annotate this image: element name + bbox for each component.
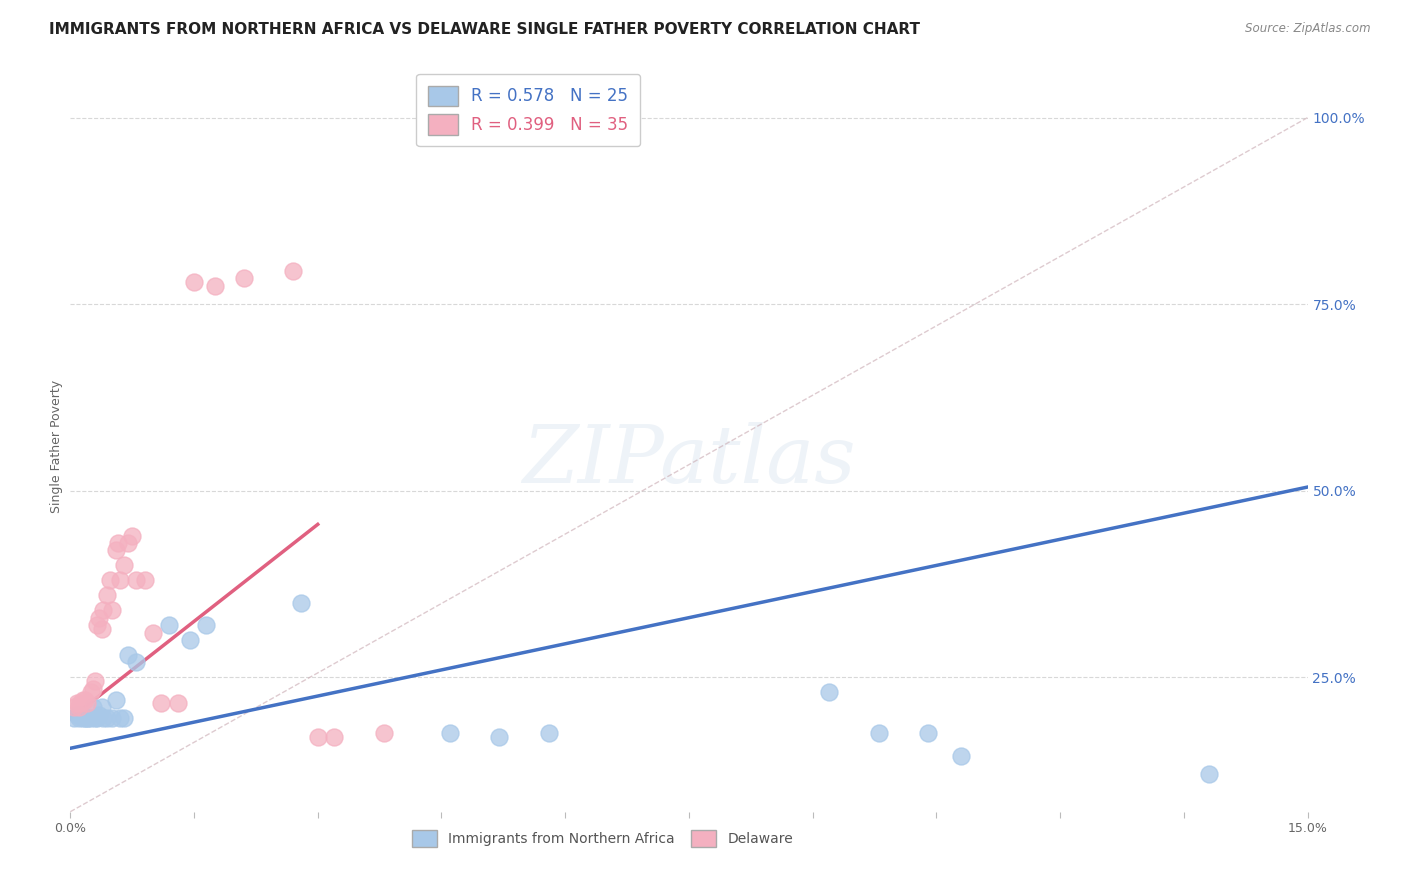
Point <box>90 700 112 714</box>
Point <box>96 711 118 725</box>
Point <box>117 536 139 550</box>
Point <box>67 711 90 725</box>
Point <box>100 711 122 725</box>
Point <box>373 726 395 740</box>
Point <box>183 275 205 289</box>
Point <box>80 711 103 725</box>
Point <box>818 685 841 699</box>
Point <box>63 711 86 725</box>
Point <box>117 648 139 662</box>
Text: IMMIGRANTS FROM NORTHERN AFRICA VS DELAWARE SINGLE FATHER POVERTY CORRELATION CH: IMMIGRANTS FROM NORTHERN AFRICA VS DELAW… <box>49 22 920 37</box>
Point <box>488 730 510 744</box>
Point <box>89 707 111 722</box>
Point <box>86 711 108 725</box>
Point <box>107 536 129 550</box>
Point <box>950 748 973 763</box>
Point <box>91 711 114 725</box>
Point <box>125 574 148 588</box>
Point <box>150 697 173 711</box>
Text: Source: ZipAtlas.com: Source: ZipAtlas.com <box>1246 22 1371 36</box>
Point <box>69 707 91 722</box>
Point <box>66 707 89 722</box>
Point <box>125 656 148 670</box>
Point <box>290 596 312 610</box>
Point <box>89 610 111 624</box>
Point <box>80 685 103 699</box>
Point <box>108 711 131 725</box>
Point <box>98 574 121 588</box>
Point <box>96 588 118 602</box>
Point <box>67 700 90 714</box>
Point <box>104 543 127 558</box>
Point <box>72 711 94 725</box>
Point <box>281 263 304 277</box>
Point <box>232 271 254 285</box>
Point <box>91 603 114 617</box>
Point <box>76 711 98 725</box>
Point <box>82 681 104 696</box>
Point <box>75 711 97 725</box>
Point <box>439 726 461 740</box>
Point <box>84 674 107 689</box>
Point <box>166 697 188 711</box>
Point <box>917 726 939 740</box>
Point <box>537 726 560 740</box>
Point <box>112 558 135 573</box>
Point <box>75 692 97 706</box>
Point <box>868 726 890 740</box>
Point <box>77 711 100 725</box>
Point <box>69 697 91 711</box>
Point <box>72 692 94 706</box>
Point <box>76 697 98 711</box>
Point <box>66 697 89 711</box>
Point <box>104 692 127 706</box>
Point <box>157 618 180 632</box>
Point <box>1198 767 1220 781</box>
Point <box>90 622 112 636</box>
Legend: Immigrants from Northern Africa, Delaware: Immigrants from Northern Africa, Delawar… <box>406 824 799 853</box>
Point <box>121 528 143 542</box>
Point <box>82 700 104 714</box>
Point <box>63 700 86 714</box>
Text: ZIPatlas: ZIPatlas <box>522 422 856 500</box>
Point <box>195 618 218 632</box>
Point <box>179 633 201 648</box>
Point <box>112 711 135 725</box>
Point <box>100 603 122 617</box>
Point <box>142 625 165 640</box>
Point <box>307 730 329 744</box>
Point <box>86 618 108 632</box>
Point <box>108 574 131 588</box>
Point <box>323 730 346 744</box>
Y-axis label: Single Father Poverty: Single Father Poverty <box>51 379 63 513</box>
Point <box>134 574 156 588</box>
Point <box>84 711 107 725</box>
Point <box>204 278 226 293</box>
